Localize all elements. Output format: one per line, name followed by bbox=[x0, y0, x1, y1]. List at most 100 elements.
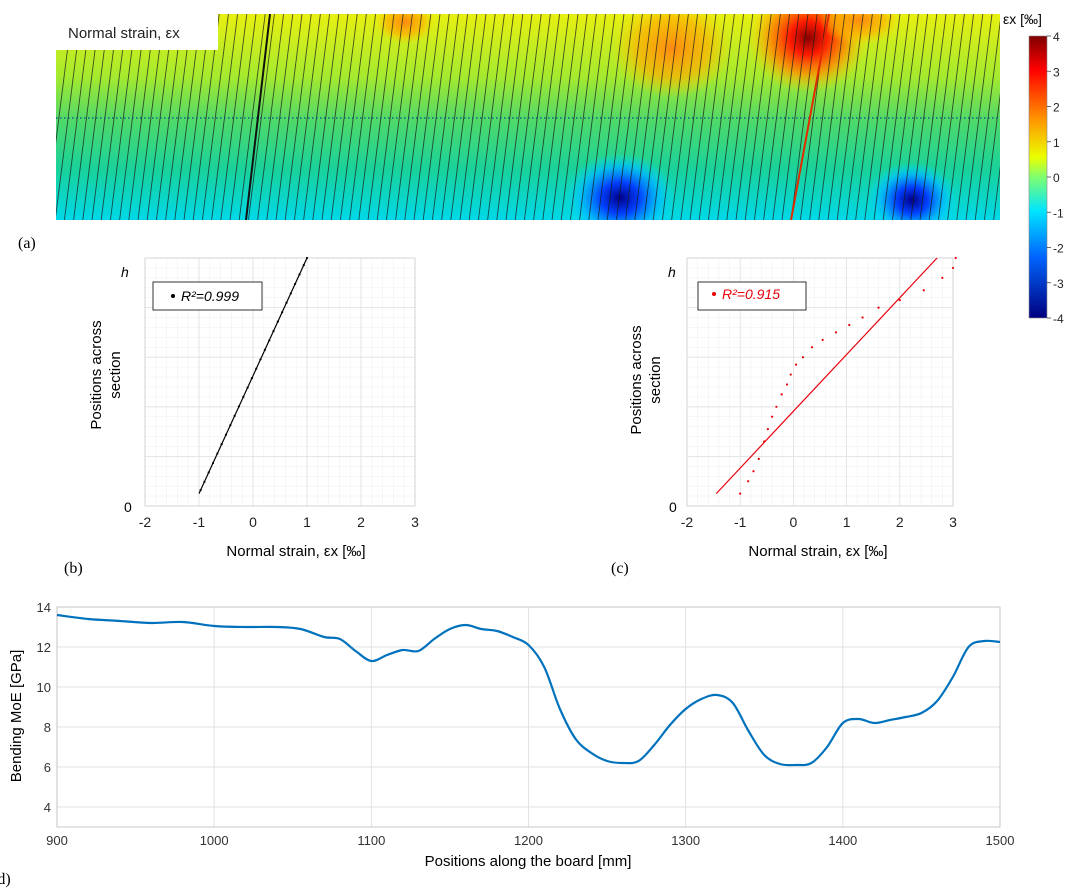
section-line bbox=[901, 14, 929, 220]
data-point bbox=[877, 306, 880, 309]
data-point bbox=[834, 331, 838, 334]
section-line bbox=[1003, 14, 1029, 220]
ytick-top-b: h bbox=[121, 264, 129, 280]
section-line bbox=[919, 14, 947, 220]
colorbar-tick-label: -2 bbox=[1053, 242, 1064, 256]
section-line bbox=[367, 14, 395, 220]
section-line bbox=[873, 14, 901, 220]
data-point bbox=[785, 383, 789, 386]
data-point bbox=[780, 393, 783, 396]
section-line bbox=[542, 14, 570, 220]
data-point bbox=[246, 386, 249, 389]
section-line bbox=[615, 14, 643, 220]
strain-coldspot bbox=[565, 153, 675, 220]
xlabel-c: Normal strain, εx [‰] bbox=[748, 543, 887, 560]
xtick-label: -1 bbox=[193, 514, 206, 530]
colorbar-tick-label: 2 bbox=[1053, 101, 1060, 115]
data-point bbox=[922, 289, 925, 292]
legend-c-marker bbox=[712, 292, 716, 296]
data-point bbox=[752, 470, 755, 473]
data-point bbox=[237, 405, 241, 408]
data-point bbox=[763, 440, 766, 443]
section-line bbox=[220, 14, 248, 220]
section-line bbox=[891, 14, 919, 220]
ytick-label: 6 bbox=[44, 760, 51, 775]
ytick-label: 10 bbox=[37, 680, 51, 695]
xtick-label: 0 bbox=[790, 514, 798, 530]
section-line bbox=[928, 14, 956, 220]
section-line bbox=[680, 14, 708, 220]
colorbar-ticks: 4 3 2 1 0 -1 -2 -3 -4 bbox=[1047, 30, 1064, 326]
data-point bbox=[272, 329, 275, 333]
colorbar-label: εx [‰] bbox=[1003, 11, 1042, 27]
section-line bbox=[836, 14, 864, 220]
section-line bbox=[707, 14, 735, 220]
section-line bbox=[284, 14, 312, 220]
data-point bbox=[794, 363, 798, 366]
data-point bbox=[294, 282, 297, 286]
colorbar-tick-label: -1 bbox=[1053, 206, 1064, 220]
colorbar-tick-label: -4 bbox=[1053, 312, 1064, 326]
data-point bbox=[233, 414, 236, 417]
section-line bbox=[257, 14, 285, 220]
axes-d-frame bbox=[56, 606, 1001, 828]
section-line bbox=[211, 14, 239, 220]
data-point bbox=[739, 492, 742, 495]
section-line bbox=[496, 14, 524, 220]
xticks-c: -2 -1 0 1 2 3 bbox=[681, 514, 957, 530]
section-line-red bbox=[790, 14, 830, 220]
grid-d bbox=[56, 606, 1001, 827]
colorbar-tick-label: 4 bbox=[1053, 30, 1060, 44]
section-line bbox=[431, 14, 459, 220]
ytick-label: 12 bbox=[37, 640, 51, 655]
data-point bbox=[211, 461, 215, 465]
data-point bbox=[302, 263, 305, 267]
data-point bbox=[216, 452, 219, 455]
section-line bbox=[974, 19, 1000, 220]
data-point bbox=[305, 256, 309, 260]
xtick-label: 1400 bbox=[828, 833, 857, 848]
plot-c bbox=[715, 256, 957, 495]
field-title: Normal strain, εx bbox=[68, 25, 180, 42]
panel-d: 900 1000 1100 1200 1300 1400 1500 4 6 8 10 12 14 Ben… bbox=[0, 600, 1014, 888]
xtick-label: -2 bbox=[139, 514, 152, 530]
section-line bbox=[468, 14, 496, 220]
plot-d bbox=[56, 613, 1001, 767]
section-line bbox=[882, 14, 910, 220]
data-point bbox=[259, 358, 262, 361]
xtick-label: 0 bbox=[249, 514, 257, 530]
section-line bbox=[312, 14, 340, 220]
section-line bbox=[579, 14, 607, 220]
xtick-label: 1500 bbox=[986, 833, 1015, 848]
section-line bbox=[569, 14, 597, 220]
section-line bbox=[809, 14, 837, 220]
strain-field-panel: Normal strain, εx (a) εx [‰] 4 3 2 1 0 -1 -2 -3… bbox=[18, 11, 1064, 326]
data-point bbox=[242, 395, 245, 399]
section-line bbox=[330, 14, 358, 220]
section-line bbox=[303, 14, 331, 220]
xlabel-b: Normal strain, εx [‰] bbox=[226, 543, 365, 560]
section-line bbox=[349, 14, 377, 220]
section-line bbox=[597, 14, 625, 220]
section-line bbox=[293, 14, 321, 220]
section-line bbox=[937, 14, 965, 220]
data-point bbox=[203, 480, 206, 483]
ylabel-b-1: Positions across bbox=[88, 320, 105, 429]
section-line bbox=[533, 14, 561, 220]
data-point bbox=[766, 428, 769, 431]
fit-line bbox=[715, 257, 938, 495]
section-line bbox=[487, 14, 515, 220]
section-line bbox=[238, 14, 266, 220]
section-line bbox=[551, 14, 579, 220]
section-line bbox=[634, 14, 662, 220]
section-line bbox=[781, 14, 809, 220]
section-line bbox=[358, 14, 386, 220]
data-point bbox=[941, 276, 944, 279]
data-point bbox=[199, 488, 202, 492]
section-line bbox=[698, 14, 726, 220]
section-line bbox=[910, 14, 938, 220]
section-line bbox=[523, 14, 551, 220]
colorbar-tick-label: 0 bbox=[1053, 171, 1060, 185]
panel-c-label: (c) bbox=[611, 560, 629, 577]
xtick-label: 3 bbox=[949, 514, 957, 530]
